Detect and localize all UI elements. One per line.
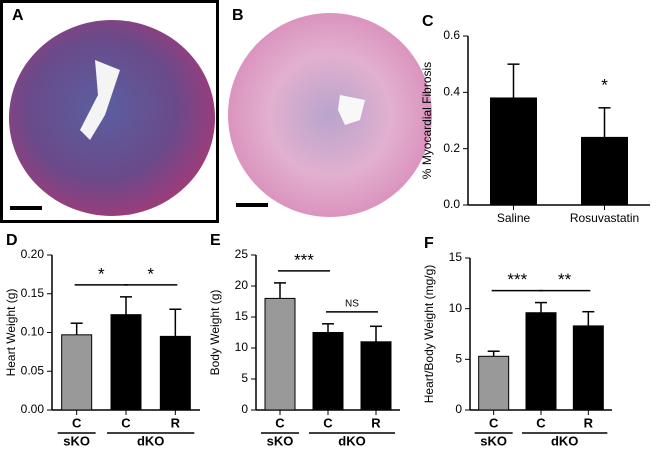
panel-label: A xyxy=(12,7,24,24)
bar xyxy=(110,314,142,411)
micrograph xyxy=(228,13,432,217)
bar xyxy=(572,325,604,411)
x-tick-label: C xyxy=(489,415,499,430)
significance-label: NS xyxy=(345,298,359,309)
y-axis-label: % Myocardial Fibrosis xyxy=(420,62,434,179)
bar xyxy=(360,341,392,411)
y-tick-label: 0.6 xyxy=(443,28,460,42)
group-label: dKO xyxy=(338,433,365,448)
significance-label: * xyxy=(98,264,105,283)
y-tick-label: 0.0 xyxy=(443,197,460,211)
y-tick-label: 0 xyxy=(241,402,248,416)
bar xyxy=(61,334,93,411)
y-tick-label: 0.20 xyxy=(21,247,45,261)
x-tick-label: R xyxy=(584,415,594,430)
y-axis-label: Heart Weight (g) xyxy=(4,289,18,377)
x-tick-label: C xyxy=(275,415,285,430)
significance-label: ** xyxy=(558,270,572,289)
micrograph xyxy=(9,20,215,216)
panel-label: B xyxy=(232,7,244,24)
x-tick-label: C xyxy=(536,415,546,430)
y-tick-label: 15 xyxy=(235,309,249,323)
y-tick-label: 15 xyxy=(449,250,463,264)
group-label: sKO xyxy=(63,433,90,448)
significance-label: * xyxy=(601,75,608,94)
y-axis-label: Body Weight (g) xyxy=(208,290,222,376)
group-label: dKO xyxy=(137,433,164,448)
panel-label: D xyxy=(6,232,18,249)
significance-label: *** xyxy=(294,250,314,269)
panel-label: E xyxy=(210,232,221,249)
bar xyxy=(490,97,537,206)
bar xyxy=(525,312,557,411)
significance-label: * xyxy=(147,264,154,283)
y-tick-label: 5 xyxy=(241,371,248,385)
y-tick-label: 0.05 xyxy=(21,363,45,377)
x-tick-label: R xyxy=(371,415,381,430)
y-tick-label: 20 xyxy=(235,278,249,292)
group-label: dKO xyxy=(551,433,578,448)
x-tick-label: Saline xyxy=(497,211,531,225)
group-label: sKO xyxy=(480,433,507,448)
bar xyxy=(581,136,628,206)
panel-label: F xyxy=(424,235,434,252)
panel-label: C xyxy=(422,13,434,30)
y-tick-label: 25 xyxy=(235,247,249,261)
y-tick-label: 0 xyxy=(455,402,462,416)
bar xyxy=(159,335,191,411)
bar xyxy=(312,332,344,411)
significance-label: *** xyxy=(507,270,527,289)
y-axis-label: Heart/Body Weight (mg/g) xyxy=(422,265,436,404)
lumen xyxy=(80,60,120,140)
y-tick-label: 5 xyxy=(455,352,462,366)
group-label: sKO xyxy=(267,433,294,448)
bar xyxy=(264,297,296,411)
y-tick-label: 0.15 xyxy=(21,286,45,300)
y-tick-label: 10 xyxy=(235,340,249,354)
x-tick-label: C xyxy=(72,415,82,430)
y-tick-label: 0.00 xyxy=(21,402,45,416)
y-tick-label: 0.10 xyxy=(21,325,45,339)
x-tick-label: R xyxy=(171,415,181,430)
x-tick-label: C xyxy=(121,415,131,430)
y-tick-label: 0.4 xyxy=(443,85,460,99)
x-tick-label: C xyxy=(323,415,333,430)
y-tick-label: 10 xyxy=(449,301,463,315)
x-tick-label: Rosuvastatin xyxy=(570,211,639,225)
bar xyxy=(478,355,510,411)
y-tick-label: 0.2 xyxy=(443,141,460,155)
lumen xyxy=(338,95,365,125)
